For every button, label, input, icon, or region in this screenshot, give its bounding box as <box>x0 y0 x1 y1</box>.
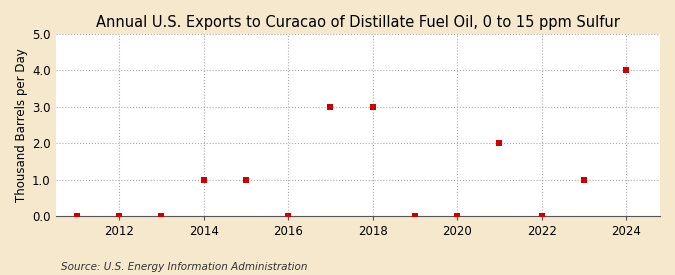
Point <box>367 104 378 109</box>
Point <box>156 214 167 218</box>
Y-axis label: Thousand Barrels per Day: Thousand Barrels per Day <box>15 48 28 202</box>
Point <box>240 177 251 182</box>
Point <box>494 141 505 145</box>
Point <box>621 68 632 73</box>
Point <box>536 214 547 218</box>
Point <box>113 214 124 218</box>
Point <box>410 214 421 218</box>
Text: Source: U.S. Energy Information Administration: Source: U.S. Energy Information Administ… <box>61 262 307 272</box>
Point <box>29 214 40 218</box>
Point <box>578 177 589 182</box>
Point <box>325 104 335 109</box>
Title: Annual U.S. Exports to Curacao of Distillate Fuel Oil, 0 to 15 ppm Sulfur: Annual U.S. Exports to Curacao of Distil… <box>96 15 620 30</box>
Point <box>452 214 462 218</box>
Point <box>283 214 294 218</box>
Point <box>72 214 82 218</box>
Point <box>198 177 209 182</box>
